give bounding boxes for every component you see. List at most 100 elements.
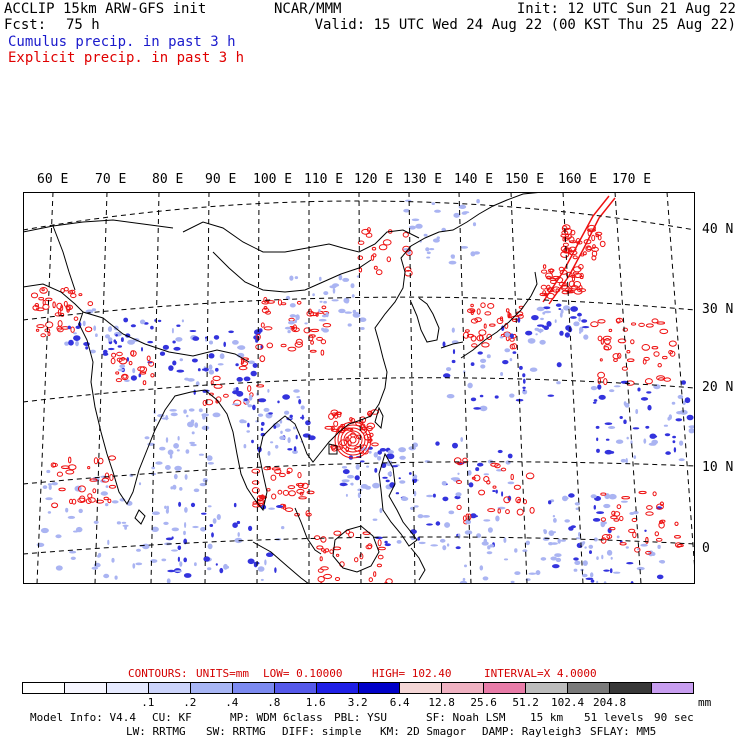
precip-mark <box>93 457 99 465</box>
precip-mark <box>597 377 601 384</box>
precip-mark <box>408 472 412 475</box>
precip-mark <box>103 349 108 354</box>
precip-mark <box>641 344 651 351</box>
precip-mark <box>350 482 354 486</box>
precip-mark <box>604 422 613 425</box>
precip-mark <box>168 365 174 371</box>
precip-mark <box>509 393 515 398</box>
lat-label: 10 N <box>702 460 734 475</box>
precip-mark <box>171 328 174 334</box>
precip-mark <box>659 328 669 335</box>
precip-mark <box>65 507 69 513</box>
precip-mark <box>91 308 97 312</box>
precip-mark <box>684 397 691 404</box>
precip-mark <box>184 507 188 513</box>
precip-mark <box>56 471 64 477</box>
precip-mark <box>347 323 352 327</box>
precip-mark <box>191 431 195 435</box>
precip-mark <box>111 500 119 504</box>
precip-mark <box>155 461 163 465</box>
precip-mark <box>300 405 305 410</box>
precip-mark <box>260 427 264 431</box>
precip-mark <box>476 308 481 315</box>
precip-mark <box>482 576 489 581</box>
precip-mark <box>248 394 253 401</box>
precip-mark <box>41 288 45 292</box>
precip-mark <box>368 450 372 454</box>
precip-mark <box>360 327 365 330</box>
precip-mark <box>231 403 240 406</box>
precip-mark <box>601 554 604 560</box>
precip-mark <box>165 437 169 443</box>
precip-mark <box>287 437 291 444</box>
precip-mark <box>36 324 45 329</box>
precip-mark <box>548 542 554 546</box>
precip-mark <box>288 320 295 325</box>
precip-mark <box>504 348 511 353</box>
precip-mark <box>473 407 481 410</box>
precip-mark <box>67 325 71 330</box>
precip-mark <box>115 378 123 383</box>
precip-mark <box>446 543 450 547</box>
precip-mark <box>40 333 47 338</box>
precip-mark <box>277 299 283 306</box>
precip-mark <box>323 573 333 580</box>
precip-mark <box>677 394 684 399</box>
model-info: Model Info: V4.4 <box>30 711 136 724</box>
precip-mark <box>583 251 587 256</box>
contour-interval: INTERVAL=X 4.0000 <box>484 667 597 680</box>
precip-mark <box>92 488 97 494</box>
lon-label: 80 E <box>152 172 184 187</box>
precip-mark <box>251 468 261 474</box>
precip-mark <box>159 446 166 451</box>
precip-mark <box>253 561 260 565</box>
colorbar-swatch <box>442 683 485 693</box>
precip-mark <box>501 491 504 497</box>
precip-mark <box>322 323 332 328</box>
precip-mark <box>375 269 383 276</box>
precip-mark <box>645 536 649 544</box>
precip-mark <box>653 351 660 357</box>
colorbar-swatch <box>23 683 65 693</box>
precip-mark <box>293 389 300 393</box>
precip-mark <box>522 389 526 392</box>
precip-mark <box>535 570 541 576</box>
precip-mark <box>257 566 265 572</box>
precip-mark <box>487 303 495 309</box>
precip-mark <box>588 544 594 549</box>
precip-mark <box>422 515 430 518</box>
precip-mark <box>476 199 480 204</box>
precip-mark <box>129 473 134 477</box>
precip-mark <box>598 394 606 400</box>
precip-mark <box>162 344 169 350</box>
precip-mark <box>247 404 253 408</box>
precip-mark <box>399 480 406 484</box>
precip-mark <box>142 380 147 386</box>
precip-mark <box>334 577 341 581</box>
precip-mark <box>217 363 224 366</box>
precip-mark <box>371 442 379 447</box>
precip-mark <box>625 457 628 464</box>
lon-label: 110 E <box>304 172 344 187</box>
precip-mark <box>590 579 595 583</box>
precip-mark <box>321 327 325 331</box>
precip-mark <box>441 481 447 486</box>
precip-mark <box>599 240 606 248</box>
colorbar-swatch <box>568 683 611 693</box>
precip-mark <box>34 303 40 308</box>
precip-mark <box>177 436 180 441</box>
precip-mark <box>263 407 270 412</box>
precip-mark <box>95 499 105 504</box>
precip-mark <box>266 552 274 557</box>
precip-mark <box>138 482 142 486</box>
precip-mark <box>368 577 373 583</box>
precip-mark <box>613 358 618 363</box>
precip-mark <box>503 537 507 543</box>
precip-mark <box>514 571 521 575</box>
precip-mark <box>636 566 645 571</box>
precip-mark <box>284 428 291 432</box>
precip-mark <box>251 480 260 485</box>
precip-mark <box>71 498 77 505</box>
precip-mark <box>373 265 378 270</box>
precip-mark <box>426 256 431 259</box>
